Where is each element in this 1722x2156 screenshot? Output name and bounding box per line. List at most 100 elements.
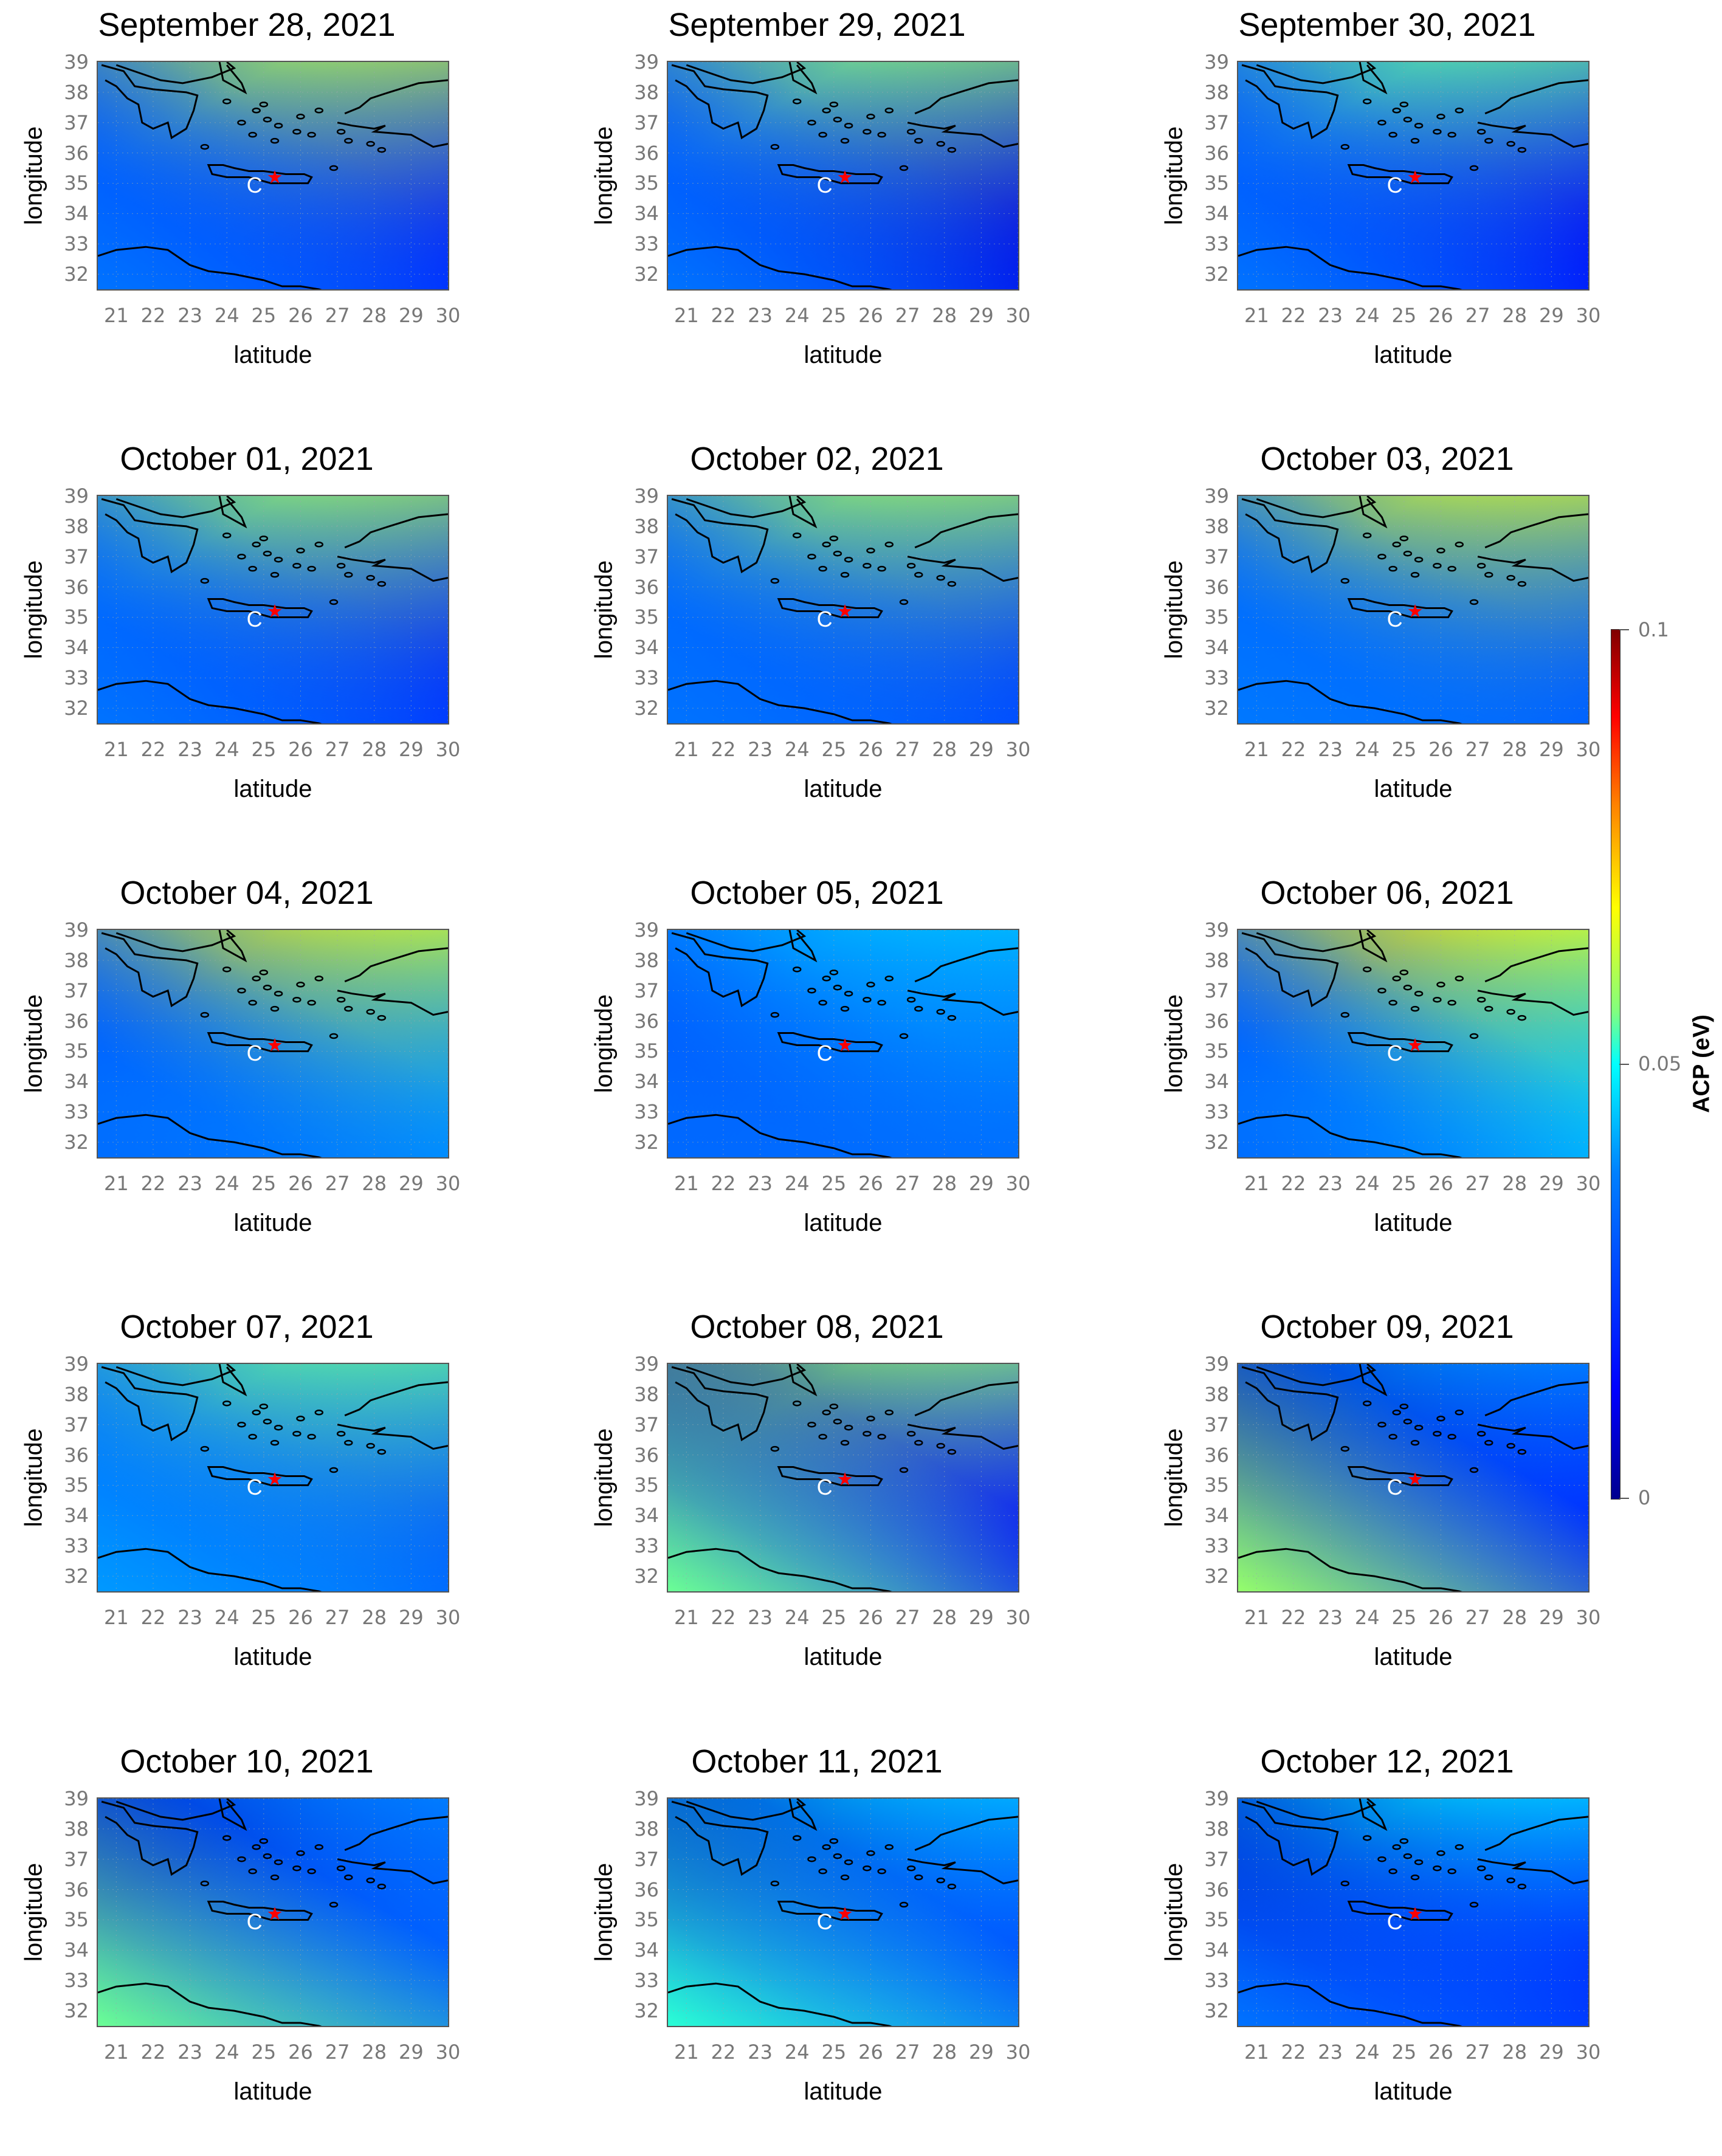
coastline [1477,556,1588,582]
y-tick-label: 39 [634,484,659,508]
coastline [344,79,448,115]
map-panel: October 09, 2021 ★ C 39 38 37 36 35 34 33 32 21 22 23… [1150,1302,1624,1721]
crete-outline [1347,598,1453,618]
island [899,165,909,171]
y-tick-label: 34 [634,1504,659,1527]
coastline [98,680,322,723]
coastline [218,930,247,963]
island [1433,562,1442,569]
coastline [1256,496,1377,518]
coastline [1477,1424,1588,1450]
island [314,1844,324,1850]
heatmap-plot-area: ★ C [97,929,449,1159]
map-panel: October 06, 2021 ★ C 39 38 37 36 35 34 33 32 21 22 23… [1150,868,1624,1287]
coastline [115,930,236,952]
island [936,574,945,581]
island [336,1865,346,1872]
island [1506,1877,1515,1884]
x-tick-label: 24 [1354,2041,1380,2064]
y-tick-label: 37 [634,979,659,1002]
island [1377,1856,1386,1862]
island [296,982,305,988]
x-tick-label: 25 [1391,2041,1417,2064]
x-tick-label: 21 [1244,1172,1269,1195]
epicenter-star-marker: ★ [837,167,853,188]
island [1436,1850,1445,1856]
coastline [686,1364,807,1386]
x-tick-label: 27 [325,1606,350,1629]
coastline [671,498,769,574]
y-axis-label: longitude [590,126,618,226]
island [807,553,816,560]
y-tick-label: 36 [634,1878,659,1901]
y-tick-label: 35 [64,171,89,195]
x-tick-label: 21 [103,2041,129,2064]
y-axis-label: longitude [20,994,47,1093]
island [899,1467,909,1473]
y-axis-label: longitude [1160,994,1188,1093]
island [863,1865,872,1872]
island [829,536,839,542]
x-tick-label: 26 [858,1172,883,1195]
coastline [907,1858,1018,1885]
crete-outline [777,1901,883,1921]
x-tick-label: 27 [1465,304,1490,327]
y-tick-label: 38 [1204,1817,1229,1841]
x-tick-label: 29 [969,304,994,327]
panel-title: October 03, 2021 [1260,441,1514,477]
island [833,1853,842,1859]
y-tick-label: 36 [1204,575,1229,599]
x-axis-label: latitude [804,1644,883,1670]
y-tick-label: 38 [634,514,659,538]
point-c-label: C [1387,607,1403,632]
heatmap-plot-area: ★ C [667,61,1019,291]
coastline [668,246,892,289]
island [307,565,316,572]
x-axis-label: latitude [804,776,883,802]
coastline [101,932,199,1008]
y-tick-label: 36 [64,1009,89,1033]
map-panel: October 02, 2021 ★ C 39 38 37 36 35 34 33 32 21 22 23… [580,434,1054,853]
island [274,990,283,997]
island [844,990,853,997]
x-tick-label: 28 [362,738,387,761]
island [1476,996,1486,1003]
x-tick-label: 29 [969,1172,994,1195]
island [792,98,802,105]
y-tick-label: 33 [1204,666,1229,690]
x-tick-label: 23 [1318,2041,1343,2064]
x-tick-label: 27 [1465,738,1490,761]
island [1388,1868,1397,1875]
x-tick-label: 25 [251,2041,277,2064]
y-axis-label: longitude [590,560,618,660]
x-axis-label: latitude [233,776,312,802]
island [947,146,957,153]
island [1399,102,1409,108]
x-tick-label: 24 [1354,304,1380,327]
y-tick-label: 34 [1204,1504,1229,1527]
y-tick-label: 33 [1204,1534,1229,1558]
island [1403,984,1413,991]
x-tick-label: 27 [895,1172,920,1195]
y-tick-label: 37 [1204,979,1229,1002]
x-tick-label: 25 [251,738,277,761]
island [377,580,387,587]
colorbar-label-min: 0 [1638,1486,1651,1509]
x-tick-label: 23 [1318,304,1343,327]
y-tick-label: 33 [1204,232,1229,256]
island [270,1439,280,1446]
x-tick-label: 30 [1576,1172,1601,1195]
island [200,1880,210,1887]
island [237,553,246,560]
island [877,1433,886,1440]
epicenter-star-marker: ★ [267,1903,283,1924]
panel-title: October 10, 2021 [120,1743,374,1780]
coastline [1241,932,1339,1008]
island [200,577,210,584]
y-tick-label: 36 [1204,141,1229,165]
x-tick-label: 21 [103,738,129,761]
heatmap-plot-area: ★ C [1237,495,1589,725]
island [366,1877,375,1884]
coastline [1256,1364,1377,1386]
island [833,1418,842,1425]
